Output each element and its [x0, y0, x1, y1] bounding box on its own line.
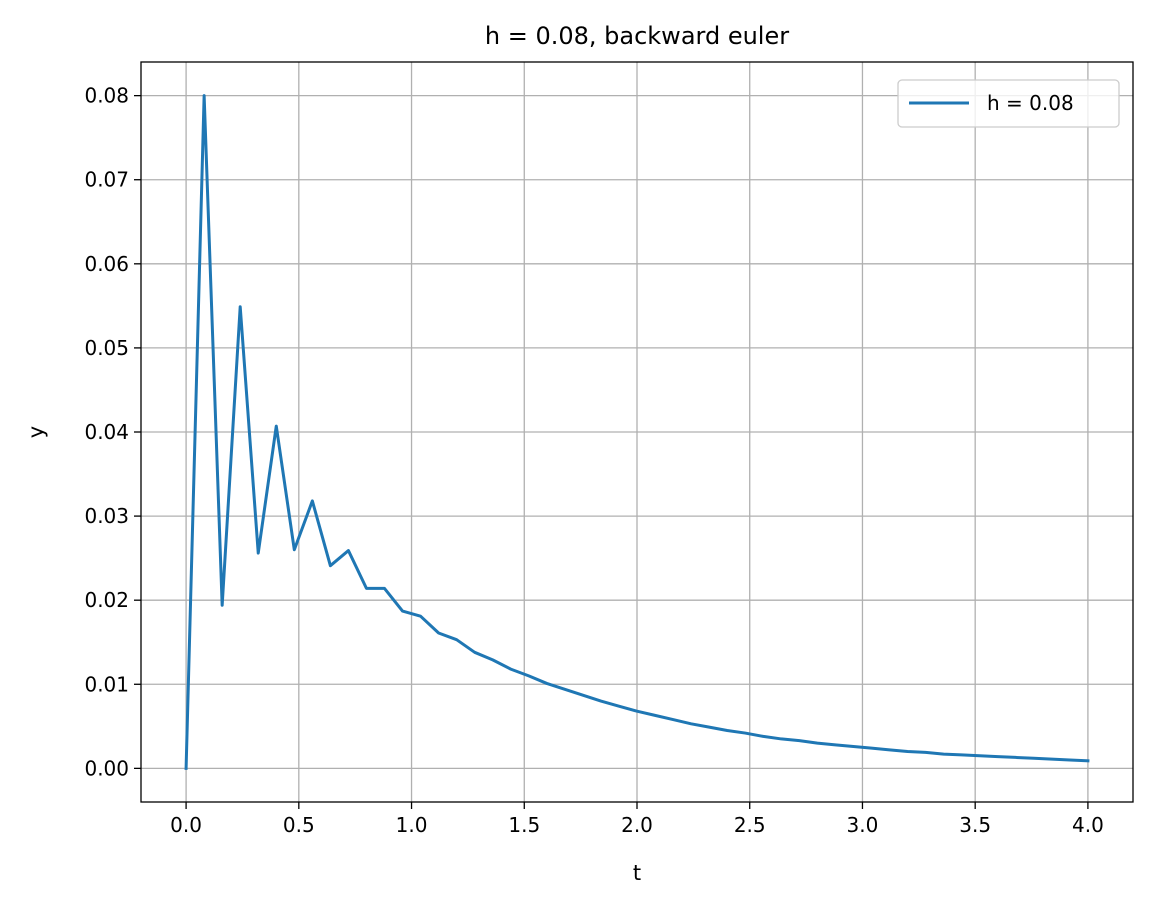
legend-entry-label: h = 0.08 — [987, 91, 1074, 115]
y-axis: 0.00 0.01 0.02 0.03 0.04 0.05 0.06 0.07 0.08 — [84, 84, 141, 780]
x-tick-label: 1.0 — [396, 813, 428, 837]
legend-box — [897, 79, 1120, 128]
series-line — [184, 94, 1090, 770]
y-tick-label: 0.02 — [84, 588, 129, 612]
x-tick-label: 3.0 — [847, 813, 879, 837]
y-tick-label: 0.01 — [84, 672, 129, 696]
x-tick-label: 1.5 — [508, 813, 540, 837]
x-axis-label: t — [633, 861, 641, 885]
x-axis: 0.0 0.5 1.0 1.5 2.0 2.5 3.0 3.5 4.0 — [170, 802, 1104, 837]
x-tick-label: 3.5 — [959, 813, 991, 837]
x-tick-label: 0.0 — [170, 813, 202, 837]
chart-title: h = 0.08, backward euler — [485, 22, 789, 50]
y-tick-label: 0.07 — [84, 168, 129, 192]
series-layer — [184, 94, 1090, 770]
y-tick-label: 0.00 — [84, 756, 129, 780]
x-tick-label: 2.0 — [621, 813, 653, 837]
y-axis-label: y — [24, 426, 48, 438]
y-tick-label: 0.04 — [84, 420, 129, 444]
legend: h = 0.08 — [897, 79, 1120, 128]
x-tick-label: 4.0 — [1072, 813, 1104, 837]
x-tick-label: 2.5 — [734, 813, 766, 837]
grid — [141, 62, 1133, 802]
x-tick-label: 0.5 — [283, 813, 315, 837]
y-tick-label: 0.06 — [84, 252, 129, 276]
y-tick-label: 0.08 — [84, 84, 129, 108]
y-tick-label: 0.03 — [84, 504, 129, 528]
y-tick-label: 0.05 — [84, 336, 129, 360]
